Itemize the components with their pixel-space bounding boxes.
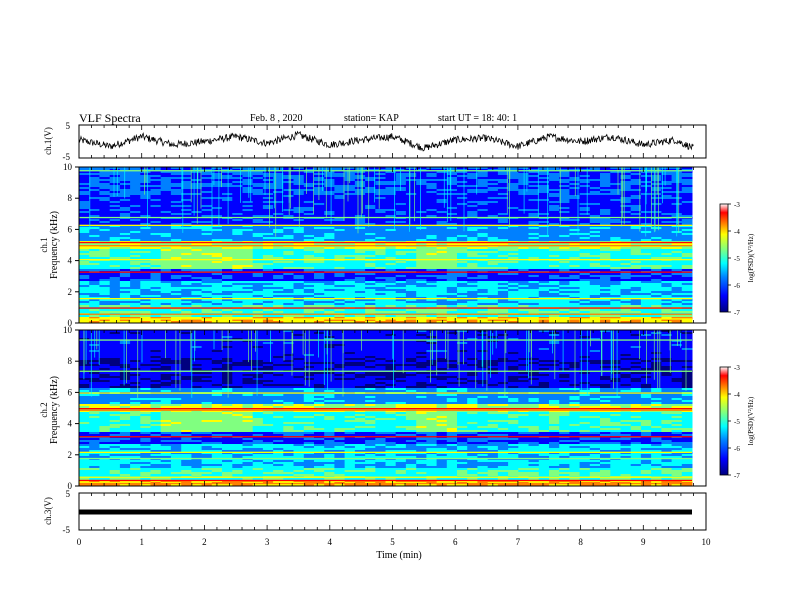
- spec2-ytick-10: 10: [63, 325, 73, 335]
- spec2-ytick-4: 4: [68, 419, 73, 429]
- ch1-spectrogram-heatmap: [79, 167, 706, 324]
- x-tick-7: 7: [516, 537, 521, 547]
- ch1-waveform-panel: 5 -5 ch.1(V): [43, 121, 707, 162]
- x-tick-3: 3: [265, 537, 270, 547]
- x-tick-10: 10: [702, 537, 712, 547]
- x-tick-8: 8: [578, 537, 583, 547]
- ch3-ytick-bottom: -5: [63, 525, 71, 535]
- spec2-ytick-0: 0: [68, 481, 73, 491]
- x-tick-2: 2: [202, 537, 207, 547]
- cbar2-ticks-tick--7: -7: [734, 472, 740, 480]
- spec1-ytick-0: 0: [68, 318, 73, 328]
- ch1-waveform-line: [78, 130, 694, 152]
- ch3-waveform-panel: 5 -5 ch.3(V) 0 1 2 3 4 5 6 7 8 9 10 Time (min): [43, 125, 711, 561]
- cbar2-ticks-tick--5: -5: [734, 418, 740, 426]
- ch1-spec-ylabel-channel: ch.1: [39, 237, 49, 252]
- x-tick-0: 0: [77, 537, 82, 547]
- x-tick-6: 6: [453, 537, 458, 547]
- ch1-spec-ylabel: Frequency (kHz): [49, 211, 60, 279]
- ch1-ytick-top: 5: [66, 121, 71, 131]
- ch2-colorbar-label: log(PSD)(V²/Hz): [747, 396, 755, 445]
- ch2-spec-ylabel: Frequency (kHz): [49, 376, 60, 444]
- ch3-ytick-top: 5: [66, 489, 71, 499]
- cbar1-ticks-tick--3: -3: [734, 201, 740, 209]
- cbar1-ticks-tick--5: -5: [734, 255, 740, 263]
- cbar2-ticks-tick--4: -4: [734, 391, 740, 399]
- ch1-spectrogram-panel: 0 2 4 6 8 10 ch.1 Frequency (kHz): [39, 162, 707, 328]
- date-label: Feb. 8 , 2020: [250, 113, 303, 124]
- x-tick-5: 5: [390, 537, 395, 547]
- spec1-ytick-4: 4: [68, 256, 73, 266]
- spec1-ytick-2: 2: [68, 287, 73, 297]
- x-tick-4: 4: [328, 537, 333, 547]
- chart-title: VLF Spectra: [79, 111, 141, 125]
- spec2-ytick-8: 8: [68, 356, 73, 366]
- spec2-ytick-2: 2: [68, 450, 73, 460]
- x-axis-label: Time (min): [376, 550, 421, 561]
- spec2-ytick-6: 6: [68, 387, 73, 397]
- ch1-colorbar-label: log(PSD)(V²/Hz): [747, 233, 755, 282]
- x-tick-9: 9: [641, 537, 646, 547]
- spec1-ytick-10: 10: [63, 162, 73, 172]
- ch1-colorbar: -3 -4 -5 -6 -7 log(PSD)(V²/Hz): [719, 201, 755, 317]
- cbar1-ticks-tick--7: -7: [734, 309, 740, 317]
- spec1-ytick-6: 6: [68, 224, 73, 234]
- ch3-ylabel: ch.3(V): [43, 497, 53, 525]
- ch2-spectrogram-heatmap: [79, 330, 706, 487]
- cbar2-ticks-tick--6: -6: [734, 445, 740, 453]
- spec1-ytick-8: 8: [68, 193, 73, 203]
- ch2-spec-ylabel-channel: ch.2: [39, 402, 49, 417]
- ch1-ytick-bottom: -5: [63, 152, 71, 162]
- station-label: station= KAP: [344, 113, 399, 124]
- ch2-colorbar: -3 -4 -5 -6 -7 log(PSD)(V²/Hz): [719, 364, 755, 480]
- x-tick-1: 1: [139, 537, 144, 547]
- cbar2-ticks-tick--3: -3: [734, 364, 740, 372]
- start-ut-label: start UT = 18: 40: 1: [438, 113, 518, 124]
- cbar1-ticks-tick--6: -6: [734, 282, 740, 290]
- ch2-spectrogram-panel: 0 2 4 6 8 10 ch.2 Frequency (kHz): [39, 325, 707, 491]
- ch1-ylabel: ch.1(V): [43, 127, 53, 155]
- cbar1-ticks-tick--4: -4: [734, 228, 740, 236]
